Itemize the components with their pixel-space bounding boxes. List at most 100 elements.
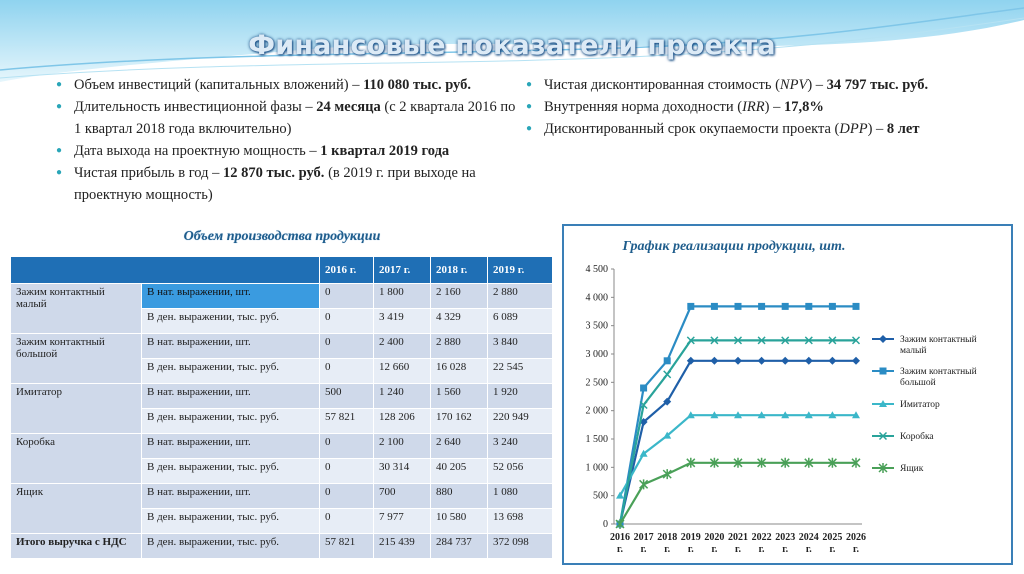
x-tick-label: г. [806, 544, 812, 555]
x-tick-label: г. [782, 544, 788, 555]
value-cell: 3 419 [373, 308, 431, 334]
unit-cell: В ден. выражении, тыс. руб. [141, 458, 320, 484]
unit-cell: В нат. выражении, шт. [141, 383, 320, 409]
value-cell: 3 840 [487, 333, 553, 359]
legend-label: Зажим контактный большой [900, 366, 977, 388]
x-tick-label: 2025 [822, 532, 842, 543]
bullet-item: Чистая прибыль в год – 12 870 тыс. руб. … [56, 162, 526, 206]
product-name-cell: Зажим контактный малый [10, 283, 142, 334]
header-year: 2019 г. [487, 256, 553, 284]
x-tick-label: 2017 [634, 532, 654, 543]
value-cell: 52 056 [487, 458, 553, 484]
table-row: В ден. выражении, тыс. руб. 0 30 314 40 205… [11, 458, 553, 484]
series-point [804, 336, 813, 345]
y-tick-label: 2 000 [586, 406, 609, 417]
bullet-text: Дисконтированный срок окупаемости проект… [544, 121, 840, 137]
series-point [758, 302, 766, 310]
series-point [781, 302, 789, 310]
unit-cell: В нат. выражении, шт. [141, 283, 320, 309]
table-row: В ден. выражении, тыс. руб. 0 12 660 16 028… [11, 358, 553, 384]
bullet-text: Длительность инвестиционной фазы – [74, 99, 317, 115]
bullet-text: Чистая прибыль в год – [74, 165, 223, 181]
series-point [663, 397, 672, 406]
series-point [734, 302, 742, 310]
series-point [851, 457, 861, 468]
series-line [618, 339, 856, 525]
value-cell: 0 [319, 358, 374, 384]
series-point [639, 479, 649, 490]
x-tick-label: г. [641, 544, 647, 555]
series-point [805, 302, 813, 310]
x-tick-label: 2021 [728, 532, 748, 543]
value-cell: 1 080 [487, 483, 553, 509]
series-point [710, 411, 719, 419]
legend-marker [878, 463, 888, 473]
table-row: Зажим контактный большой В нат. выражении… [10, 333, 553, 384]
x-tick-label: 2019 [681, 532, 701, 543]
value-cell: 13 698 [487, 508, 553, 534]
bullet-value: 8 лет [886, 121, 920, 137]
series-point [686, 356, 695, 365]
y-tick-label: 3 000 [586, 349, 609, 360]
unit-cell: В нат. выражении, шт. [141, 483, 320, 509]
x-tick-label: 2016 [610, 532, 630, 543]
series-point [781, 411, 790, 419]
series-point [827, 457, 837, 468]
unit-cell: В нат. выражении, шт. [141, 433, 320, 459]
value-cell: 16 028 [430, 358, 488, 384]
y-tick-label: 500 [593, 491, 608, 502]
series-point [662, 469, 672, 480]
value-cell: 0 [319, 508, 374, 534]
series-point [828, 336, 837, 345]
x-tick-label: г. [735, 544, 741, 555]
value-cell: 57 821 [319, 408, 374, 434]
bullet-item: Объем инвестиций (капитальных вложений) … [56, 74, 526, 96]
series-point [828, 302, 836, 310]
series-point [804, 457, 814, 468]
value-cell: 2 400 [373, 333, 431, 359]
y-tick-label: 0 [603, 519, 608, 530]
legend-label: Имитатор [900, 400, 940, 410]
x-tick-label: г. [688, 544, 694, 555]
table-row: Зажим контактный малый В нат. выражении, … [10, 283, 553, 334]
bullet-text: ) – [807, 77, 827, 93]
value-cell: 30 314 [373, 458, 431, 484]
series-point [663, 370, 672, 379]
legend-label: Коробка [900, 431, 934, 442]
bullet-text: (в 2019 г. при выходе на проектную мощно… [74, 165, 476, 203]
bullet-item: Дата выхода на проектную мощность – 1 кв… [56, 140, 526, 162]
value-cell: 1 920 [487, 383, 553, 409]
legend-label: Зажим контактный малый [900, 334, 977, 356]
series-point [710, 356, 719, 365]
bullet-abbr: IRR [742, 99, 765, 115]
x-tick-label: г. [829, 544, 835, 555]
bullet-text: Дата выхода на проектную мощность – [74, 143, 321, 159]
value-cell: 372 098 [487, 533, 553, 559]
series-point [804, 411, 813, 419]
value-cell: 0 [319, 308, 374, 334]
bullet-text: Внутренняя норма доходности ( [544, 99, 743, 115]
series-point [686, 411, 695, 419]
series-point [828, 356, 837, 365]
table-header-row: 2016 г. 2017 г. 2018 г. 2019 г. [10, 256, 553, 284]
header-empty-cell [10, 256, 320, 284]
series-point [686, 336, 695, 345]
bullet-item: Длительность инвестиционной фазы – 24 ме… [56, 96, 526, 140]
product-name-cell: Зажим контактный большой [10, 333, 142, 384]
value-cell: 700 [373, 483, 431, 509]
series-point [852, 356, 860, 365]
bullet-abbr: NPV [779, 77, 808, 93]
table-row: В ден. выражении, тыс. руб. 57 821 128 206… [11, 408, 553, 434]
x-tick-label: 2024 [799, 532, 819, 543]
value-cell: 0 [319, 483, 374, 509]
legend-marker [879, 335, 887, 343]
table-row: Ящик В нат. выражении, шт. 0 700 880 1 080 [10, 483, 553, 534]
value-cell: 0 [319, 283, 374, 309]
bullet-item: Чистая дисконтированная стоимость (NPV) … [526, 74, 1006, 96]
value-cell: 1 560 [430, 383, 488, 409]
series-point [734, 411, 742, 419]
x-tick-label: г. [759, 544, 765, 555]
efficiency-bullets: Чистая дисконтированная стоимость (NPV) … [526, 74, 1006, 140]
table-row: Коробка В нат. выражении, шт. 0 2 100 2 640 3… [10, 433, 553, 484]
y-tick-label: 1 500 [586, 434, 609, 445]
